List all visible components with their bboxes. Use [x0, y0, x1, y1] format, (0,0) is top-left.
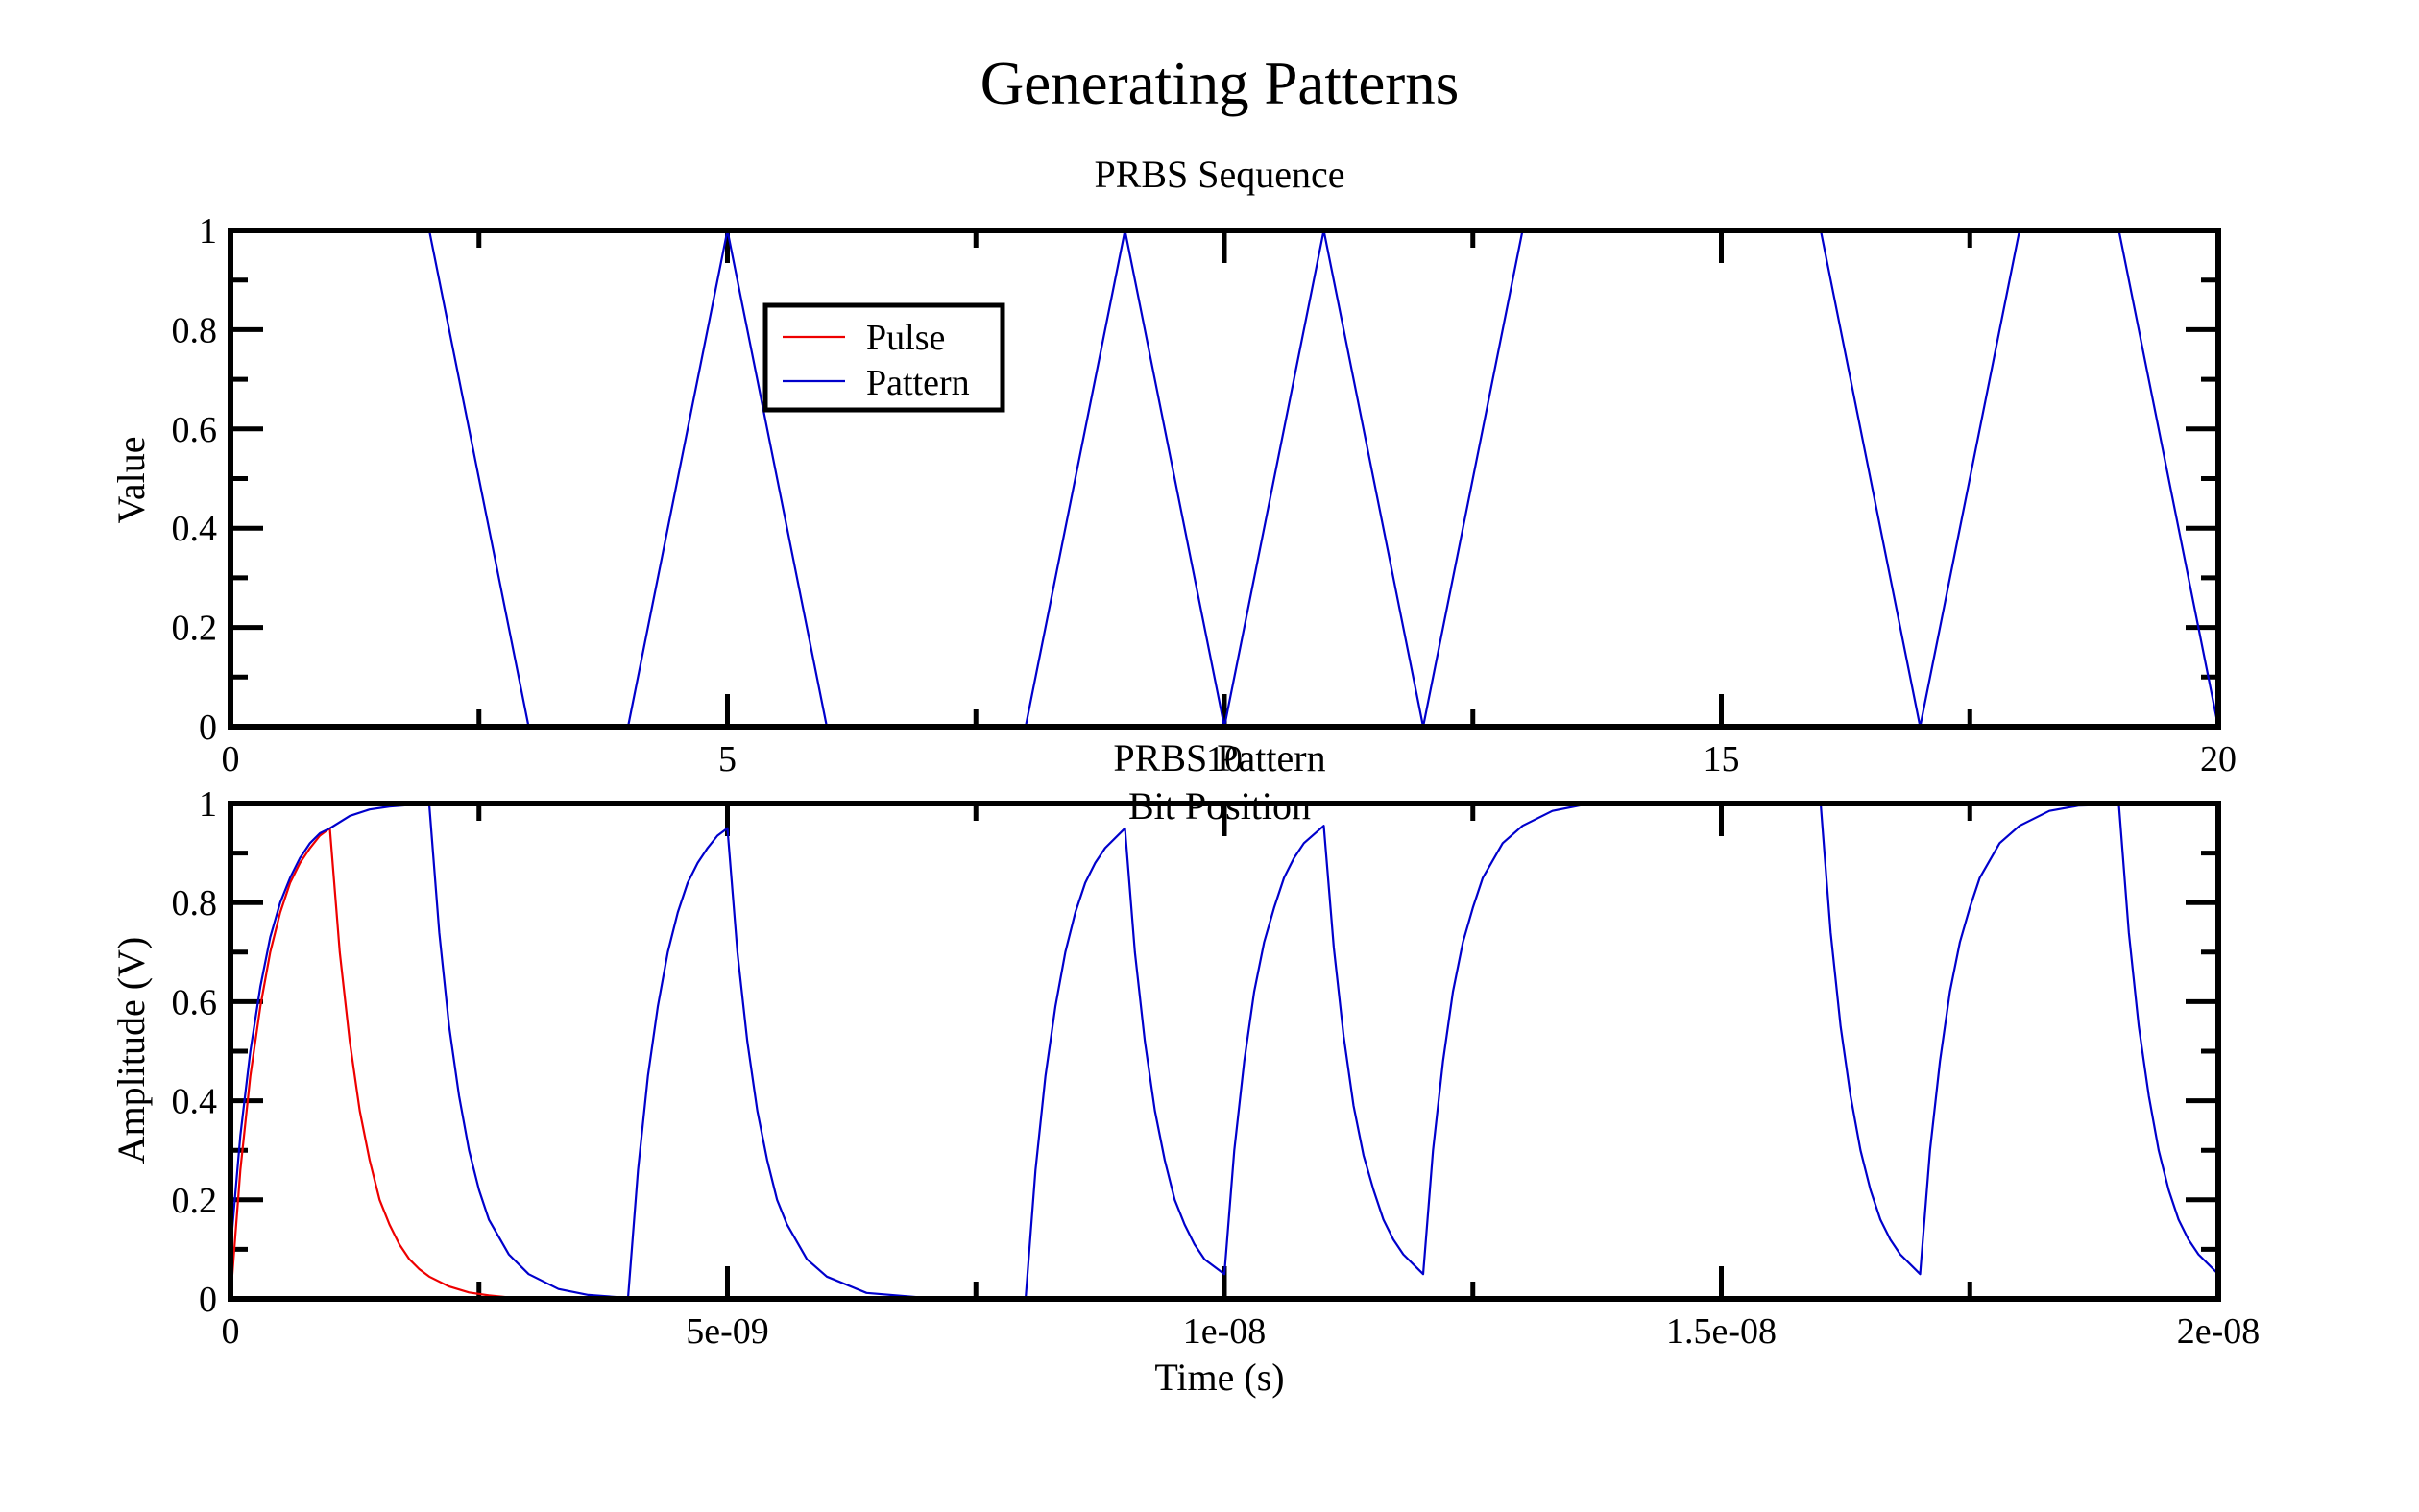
- tick-labels: 0 5 10 15 20 0 0.2 0.4 0.6 0.8 1: [172, 211, 2238, 780]
- tick-labels: 0 5e-09 1e-08 1.5e-08 2e-08 0 0.2 0.4 0.6 0.8 1: [172, 784, 2261, 1352]
- legend-label-pulse: Pulse: [866, 318, 945, 358]
- legend: Pulse Pattern: [762, 302, 1005, 413]
- y-tick-label: 0.4: [172, 509, 218, 549]
- x-tick-label: 0: [222, 739, 240, 780]
- series-line-pattern: [230, 228, 2220, 729]
- y-tick-label: 0.6: [172, 410, 218, 450]
- series-group: [230, 228, 2220, 729]
- series-group: [229, 803, 2219, 1301]
- x-tick-label: 2e-08: [2177, 1311, 2261, 1352]
- figure-title: Generating Patterns: [980, 50, 1460, 117]
- x-tick-label: 20: [2200, 739, 2237, 780]
- chart-title: PRBS Sequence: [1094, 153, 1344, 196]
- y-tick-label: 0.8: [172, 883, 218, 924]
- tick-marks: [228, 801, 2221, 1302]
- plot-frame: [228, 801, 2221, 1302]
- x-tick-label: 1e-08: [1183, 1311, 1267, 1352]
- x-tick-label: 10: [1206, 739, 1243, 780]
- y-tick-label: 0.6: [172, 982, 218, 1022]
- y-tick-label: 0.4: [172, 1082, 218, 1122]
- x-axis-label: Time (s): [1154, 1356, 1284, 1399]
- x-tick-label: 15: [1704, 739, 1740, 780]
- y-tick-label: 0.8: [172, 310, 218, 350]
- x-tick-label: 0: [222, 1311, 240, 1352]
- series-line-pulse: [229, 827, 509, 1300]
- tick-marks: [228, 228, 2221, 730]
- legend-label-pattern: Pattern: [866, 363, 970, 403]
- y-axis-label: Value: [109, 436, 153, 523]
- series-line-pattern: [229, 803, 2219, 1301]
- y-tick-label: 1: [199, 211, 217, 252]
- x-tick-label: 1.5e-08: [1666, 1311, 1777, 1352]
- x-tick-label: 5e-09: [686, 1311, 769, 1352]
- y-tick-label: 0: [199, 708, 217, 748]
- legend-box: [762, 302, 1005, 413]
- chart-title: PRBS Pattern: [1113, 736, 1325, 780]
- y-tick-label: 0.2: [172, 609, 218, 649]
- y-tick-label: 1: [199, 784, 217, 825]
- y-axis-label: Amplitude (V): [109, 937, 153, 1164]
- y-tick-label: 0: [199, 1280, 217, 1320]
- x-tick-label: 5: [718, 739, 737, 780]
- y-tick-label: 0.2: [172, 1181, 218, 1221]
- plot-frame: [228, 228, 2221, 730]
- chart-prbs-sequence: PRBS Sequence Bit Position Value 0 5 10 15 2…: [109, 153, 2237, 828]
- chart-prbs-pattern: PRBS Pattern Time (s) Amplitude (V) 0 5e-…: [109, 736, 2260, 1399]
